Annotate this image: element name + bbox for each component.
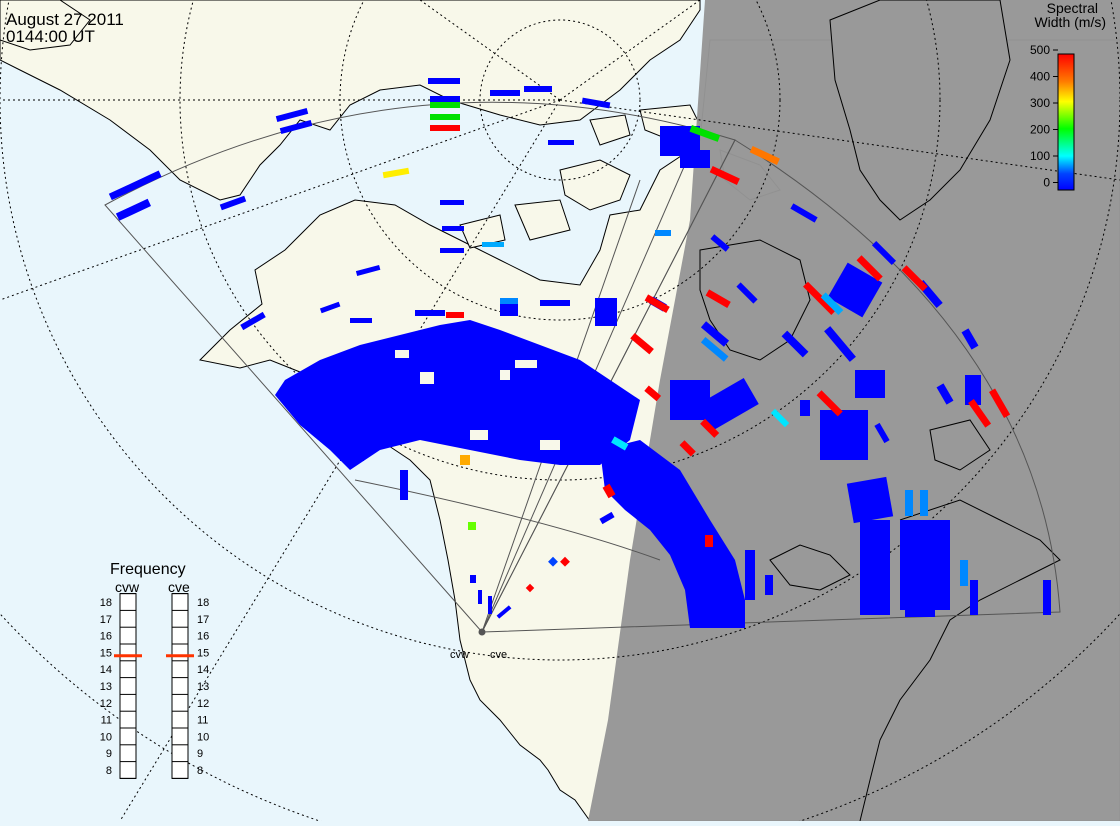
colorbar-gradient [1057, 53, 1075, 191]
frequency-label-right-9: 9 [197, 748, 203, 760]
frequency-title: Frequency [110, 561, 186, 578]
frequency-label-left-18: 18 [100, 597, 112, 609]
radar-site-label-cvw: cvw [450, 649, 469, 661]
spectral-width-colorbar: Spectral Width (m/s) 500 400 300 200 100 0 [1030, 0, 1106, 191]
date-label: August 27 2011 [6, 10, 124, 29]
frequency-label-right-16: 16 [197, 631, 209, 643]
arctic-island-1 [559, 159, 631, 211]
frequency-label-right-13: 13 [197, 681, 209, 693]
frequency-label-left-9: 9 [106, 748, 112, 760]
colorbar-tick-100: 100 [1030, 149, 1050, 163]
kamchatka [0, 0, 91, 51]
frequency-label-left-14: 14 [100, 664, 112, 676]
frequency-label-right-15: 15 [197, 647, 209, 659]
frequency-label-left-11: 11 [101, 715, 112, 727]
frequency-label-left-16: 16 [100, 631, 112, 643]
arctic-island-4 [514, 199, 571, 241]
frequency-label-right-17: 17 [197, 614, 209, 626]
colorbar-ticks: 500 400 300 200 100 0 [1030, 43, 1058, 190]
frequency-label-right-11: 11 [197, 715, 208, 727]
frequency-label-left-15: 15 [100, 647, 112, 659]
echo-scatter [108, 78, 1051, 628]
colorbar-tick-500: 500 [1030, 43, 1050, 57]
colorbar-title-line1: Spectral [1047, 0, 1098, 16]
frequency-label-left-8: 8 [106, 765, 112, 777]
night-coastlines [699, 0, 1061, 822]
arctic-island-3 [589, 114, 631, 146]
colorbar-tick-200: 200 [1030, 123, 1050, 137]
radar-site-marker [478, 628, 486, 636]
frequency-radar-cve: cve [168, 579, 190, 595]
colorbar-title-line2: Width (m/s) [1034, 14, 1106, 30]
arctic-island-6 [459, 214, 506, 249]
frequency-panel: Frequency cvw cve 18 18 17 17 16 16 15 15 14 14 13… [100, 561, 209, 779]
frequency-label-left-12: 12 [100, 698, 112, 710]
frequency-label-right-18: 18 [197, 597, 209, 609]
time-label: 0144:00 UT [6, 27, 95, 46]
frequency-radar-cvw: cvw [115, 579, 140, 595]
frequency-label-left-10: 10 [100, 731, 112, 743]
frequency-label-right-10: 10 [197, 731, 209, 743]
frequency-column-cvw [119, 593, 137, 779]
frequency-label-right-12: 12 [197, 698, 209, 710]
echo-band-west [275, 320, 640, 470]
colorbar-tick-0: 0 [1043, 176, 1050, 190]
frequency-label-right-14: 14 [197, 664, 209, 676]
frequency-scale: 18 18 17 17 16 16 15 15 14 14 13 13 12 12 11 11 10 10 9 9 8 8 [100, 593, 209, 779]
colorbar-tick-300: 300 [1030, 96, 1050, 110]
frequency-column-cve [171, 593, 189, 779]
echo-band-east [600, 440, 745, 628]
radar-site-label-cve: cve [490, 649, 507, 661]
frequency-label-left-17: 17 [100, 614, 112, 626]
frequency-label-right-8: 8 [197, 765, 203, 777]
colorbar-tick-400: 400 [1030, 70, 1050, 84]
frequency-label-left-13: 13 [100, 681, 112, 693]
